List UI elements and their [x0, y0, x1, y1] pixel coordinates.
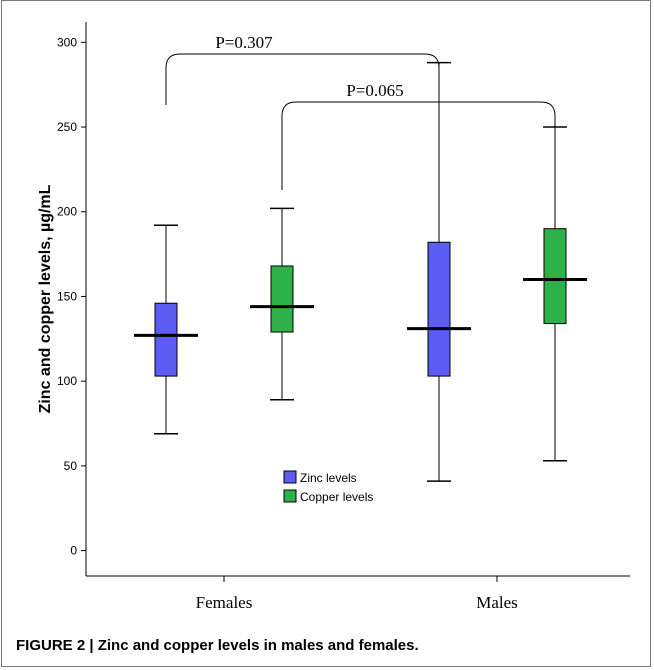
- y-tick-label: 200: [57, 205, 77, 219]
- y-tick-label: 100: [57, 374, 77, 388]
- x-category-label: Males: [476, 593, 518, 612]
- significance-bracket: [281, 101, 556, 190]
- legend-label: Zinc levels: [300, 471, 357, 485]
- y-tick-label: 150: [57, 289, 77, 303]
- y-tick-label: 0: [70, 544, 77, 558]
- legend-swatch: [283, 470, 297, 484]
- iqr-box: [270, 265, 294, 333]
- box-males-copper: [523, 126, 587, 462]
- y-tick-label: 250: [57, 120, 77, 134]
- box-females-zinc: [134, 224, 198, 435]
- iqr-box: [543, 228, 567, 325]
- boxplot-chart: 0 50 100 150 200 250 300 Zinc and copper levels…: [37, 22, 630, 612]
- iqr-box: [154, 302, 178, 377]
- y-tick-label: 50: [64, 459, 78, 473]
- y-tick-label: 300: [57, 35, 77, 49]
- box-females-copper: [250, 207, 314, 401]
- legend-swatch: [283, 489, 297, 503]
- axes: 0 50 100 150 200 250 300 Zinc and copper levels…: [37, 22, 630, 612]
- p-value-label: P=0.307: [215, 33, 273, 52]
- annotations: P=0.307 P=0.065: [165, 33, 556, 190]
- y-axis-label: Zinc and copper levels, µg/mL: [37, 184, 54, 413]
- box-males-zinc: [407, 61, 471, 482]
- significance-bracket: [165, 53, 440, 105]
- p-value-label: P=0.065: [346, 81, 403, 100]
- iqr-box: [427, 241, 451, 377]
- x-category-label: Females: [196, 593, 253, 612]
- boxes: [134, 61, 587, 482]
- figure-caption: FIGURE 2 | Zinc and copper levels in mal…: [16, 637, 419, 654]
- legend: Zinc levels Copper levels: [283, 470, 373, 504]
- legend-label: Copper levels: [300, 490, 373, 504]
